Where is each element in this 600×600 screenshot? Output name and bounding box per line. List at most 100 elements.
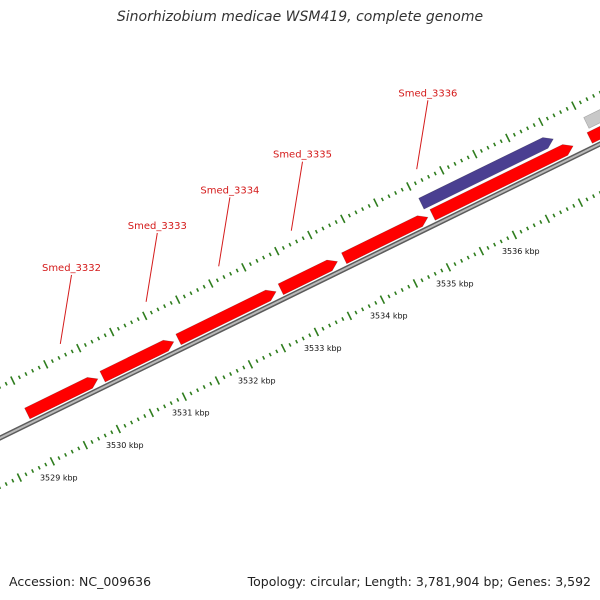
inner-tick xyxy=(209,381,213,386)
inner-tick xyxy=(70,449,74,454)
inner-tick xyxy=(196,388,200,393)
inner-tick xyxy=(136,417,140,422)
inner-tick xyxy=(572,203,576,208)
inner-tick xyxy=(37,465,41,470)
forward-gene-arrow xyxy=(429,144,574,221)
inner-tick xyxy=(148,408,155,418)
outer-tick xyxy=(400,187,404,192)
outer-tick xyxy=(103,333,107,338)
outer-tick xyxy=(57,355,61,360)
outer-tick xyxy=(4,381,8,386)
inner-tick xyxy=(341,317,345,322)
gene-label-leader xyxy=(290,161,303,231)
outer-tick xyxy=(241,262,247,272)
scale-label: 3535 kbp xyxy=(436,279,474,288)
inner-tick xyxy=(592,194,596,199)
inner-tick xyxy=(4,482,8,486)
inner-tick xyxy=(427,275,431,279)
accession-text: Accession: NC_009636 xyxy=(9,574,152,589)
outer-tick xyxy=(307,230,313,240)
outer-tick xyxy=(466,155,470,160)
outer-tick xyxy=(552,113,556,118)
inner-tick xyxy=(552,213,556,218)
inner-tick xyxy=(295,339,299,344)
inner-tick xyxy=(115,424,122,434)
outer-tick xyxy=(97,336,101,341)
inner-tick xyxy=(229,372,233,376)
gene-label: Smed_3335 xyxy=(273,150,332,161)
inner-tick xyxy=(308,333,312,338)
gene-label-leader xyxy=(59,274,72,344)
outer-tick xyxy=(274,246,280,256)
outer-tick xyxy=(37,365,41,370)
forward-gene-arrow xyxy=(24,377,99,420)
outer-tick xyxy=(31,368,35,373)
outer-tick xyxy=(387,194,391,199)
outer-tick xyxy=(321,226,325,231)
reverse-gene-arrow xyxy=(418,137,554,210)
outer-tick xyxy=(149,310,153,315)
outer-tick xyxy=(373,198,379,208)
scale-label: 3534 kbp xyxy=(370,312,408,321)
inner-tick xyxy=(466,255,470,260)
inner-tick xyxy=(387,294,391,299)
forward-gene-arrow xyxy=(586,125,600,144)
forward-gene-arrow xyxy=(341,215,429,265)
outer-tick xyxy=(70,349,74,354)
inner-tick xyxy=(143,414,147,419)
outer-tick xyxy=(130,320,134,325)
outer-tick xyxy=(109,327,115,337)
outer-tick xyxy=(116,326,120,331)
inner-tick xyxy=(247,359,254,369)
outer-tick-track xyxy=(0,90,600,389)
outer-tick xyxy=(83,342,87,347)
outer-tick xyxy=(262,255,266,260)
inner-tick xyxy=(268,352,272,357)
inner-tick xyxy=(334,320,338,325)
outer-tick xyxy=(406,182,412,191)
gene-label-leader xyxy=(145,232,158,302)
outer-tick xyxy=(50,359,54,364)
outer-tick xyxy=(182,294,186,299)
backbone-highlight xyxy=(0,142,600,440)
inner-tick xyxy=(559,210,563,215)
inner-tick xyxy=(44,462,48,467)
outer-tick xyxy=(64,352,68,357)
gene-label: Smed_3334 xyxy=(200,185,259,196)
outer-tick xyxy=(578,100,582,105)
outer-tick xyxy=(17,375,21,380)
inner-tick xyxy=(532,223,536,228)
inner-tick xyxy=(478,246,485,256)
scale-label-layer: 3529 kbp 3530 kbp 3531 kbp 3532 kbp 3533 kbp… xyxy=(40,247,540,482)
inner-tick xyxy=(123,423,127,428)
outer-tick xyxy=(156,307,160,312)
other-gene-arrow xyxy=(583,109,600,129)
inner-tick xyxy=(189,391,193,396)
outer-tick xyxy=(235,268,239,273)
inner-tick xyxy=(280,343,287,353)
inner-tick xyxy=(445,262,452,272)
inner-tick xyxy=(565,207,569,212)
outer-tick xyxy=(43,359,49,369)
outer-tick xyxy=(229,271,233,276)
scale-label: 3531 kbp xyxy=(172,409,210,418)
inner-tick xyxy=(262,355,266,360)
outer-tick xyxy=(526,126,530,131)
gene-label: Smed_3332 xyxy=(42,263,101,274)
outer-tick xyxy=(532,123,536,128)
inner-tick xyxy=(499,239,503,244)
forward-gene-arrow xyxy=(175,289,277,346)
outer-tick xyxy=(427,174,431,179)
outer-tick xyxy=(76,343,82,353)
inner-tick xyxy=(90,439,94,444)
outer-tick xyxy=(215,278,219,283)
inner-tick xyxy=(176,397,180,402)
inner-tick xyxy=(460,258,464,263)
outer-tick xyxy=(288,242,292,247)
outer-tick xyxy=(202,284,206,289)
outer-tick xyxy=(446,165,450,170)
inner-tick xyxy=(57,456,61,461)
genome-backbone xyxy=(0,141,600,441)
inner-tick xyxy=(214,376,221,385)
